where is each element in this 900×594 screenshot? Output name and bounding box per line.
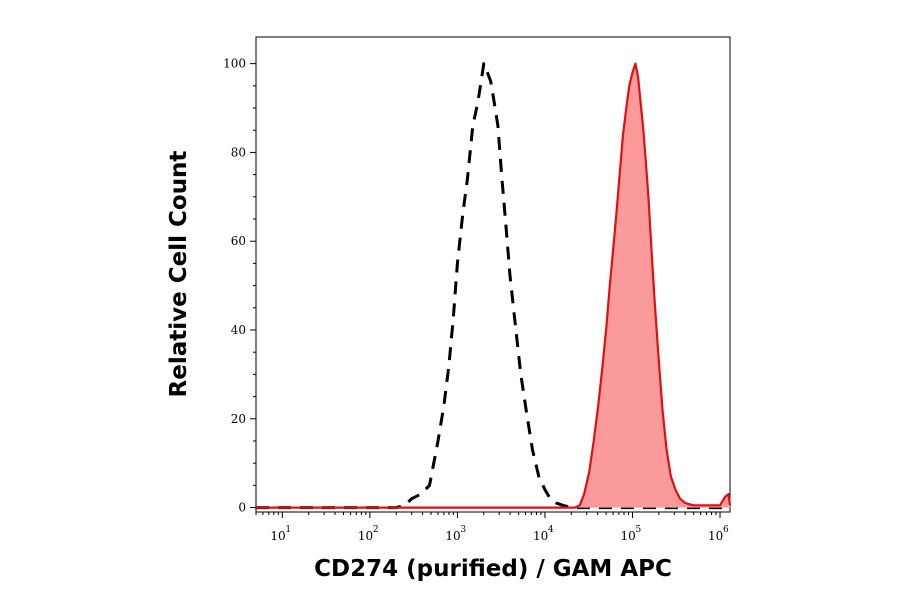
y-tick-label: 100 [223,57,246,71]
x-tick-exponent: 4 [548,525,554,535]
x-tick-base: 10 [620,529,635,543]
series-0-line [256,62,730,510]
x-axis-title: CD274 (purified) / GAM APC [314,556,672,582]
y-tick-label: 20 [231,412,246,426]
x-tick-base: 10 [445,529,460,543]
x-tick-base: 10 [270,529,285,543]
series-1-line [256,62,732,509]
series-1-area [256,63,730,508]
y-tick-label: 60 [231,234,246,248]
plot-frame [255,36,731,513]
y-axis-title: Relative Cell Count [166,151,192,398]
x-tick-exponent: 3 [460,525,466,535]
x-tick-label: 10 3 [445,525,466,543]
x-tick-exponent: 2 [373,525,379,535]
x-tick-exponent: 1 [285,525,291,535]
x-tick-label: 10 6 [708,525,729,543]
x-tick-label: 10 1 [270,525,291,543]
x-tick-label: 10 5 [620,525,641,543]
y-tick-label: 0 [238,501,246,515]
x-tick-base: 10 [708,529,723,543]
x-tick-label: 10 2 [358,525,379,543]
x-tick-base: 10 [533,529,548,543]
x-tick-exponent: 6 [723,525,729,535]
x-tick-label: 10 4 [533,525,554,543]
y-tick-label: 80 [231,145,246,159]
y-tick-label: 40 [231,323,246,337]
series-layer [256,62,732,510]
x-tick-base: 10 [358,529,373,543]
x-tick-exponent: 5 [635,525,641,535]
